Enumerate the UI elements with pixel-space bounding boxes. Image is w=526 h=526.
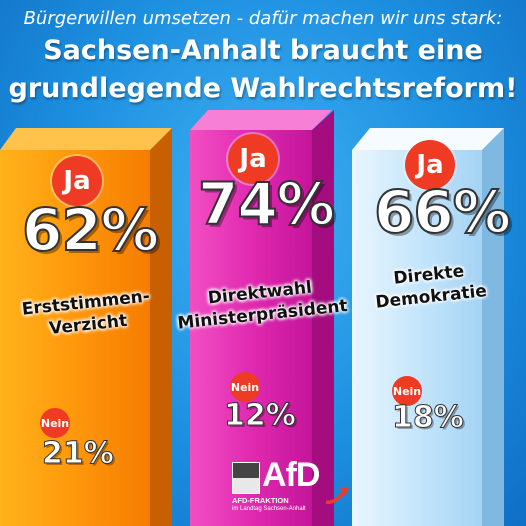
logo-wordmark: AfD	[262, 456, 320, 494]
bar-side	[482, 128, 504, 526]
logo-subtitle: AFD-FRAKTION	[232, 496, 289, 505]
no-value-1: 21%	[42, 436, 115, 472]
logo-subtitle-2: im Landtag Sachsen-Anhalt	[232, 506, 306, 512]
nein-badge-1: Nein	[40, 408, 70, 438]
nein-badge-3: Nein	[392, 376, 422, 406]
subtitle: Bürgerwillen umsetzen - dafür machen wir…	[23, 8, 503, 29]
yes-value-2: 74%	[197, 169, 336, 239]
logo-emblem-icon	[232, 462, 260, 494]
bar-side	[312, 110, 334, 526]
nein-badge-2: Nein	[230, 372, 260, 402]
afd-logo: AfD AFD-FRAKTION im Landtag Sachsen-Anha…	[232, 456, 352, 520]
bar-side	[150, 128, 172, 526]
no-value-2: 12%	[224, 398, 297, 434]
ja-badge-1: Ja	[52, 156, 102, 206]
ja-badge-3: Ja	[405, 140, 455, 190]
ja-badge-2: Ja	[228, 134, 278, 184]
title-line-1: Sachsen-Anhalt braucht eine	[43, 35, 483, 66]
bar-front	[0, 150, 150, 526]
bar-direktwahl-ministerpraesident	[190, 110, 334, 526]
yes-value-1: 62%	[21, 195, 160, 265]
bar-direkte-demokratie	[352, 128, 504, 526]
no-value-3: 18%	[392, 400, 465, 436]
bar-top	[190, 110, 332, 130]
bar-top	[0, 128, 172, 150]
bar-erststimmen-verzicht	[0, 128, 172, 526]
yes-value-3: 66%	[373, 177, 512, 247]
bar-front	[190, 130, 312, 526]
logo-arrow-icon	[325, 487, 349, 505]
bar-top	[352, 128, 504, 150]
bar-front	[352, 150, 482, 526]
title-line-2: grundlegende Wahlrechtsreform!	[8, 73, 518, 104]
